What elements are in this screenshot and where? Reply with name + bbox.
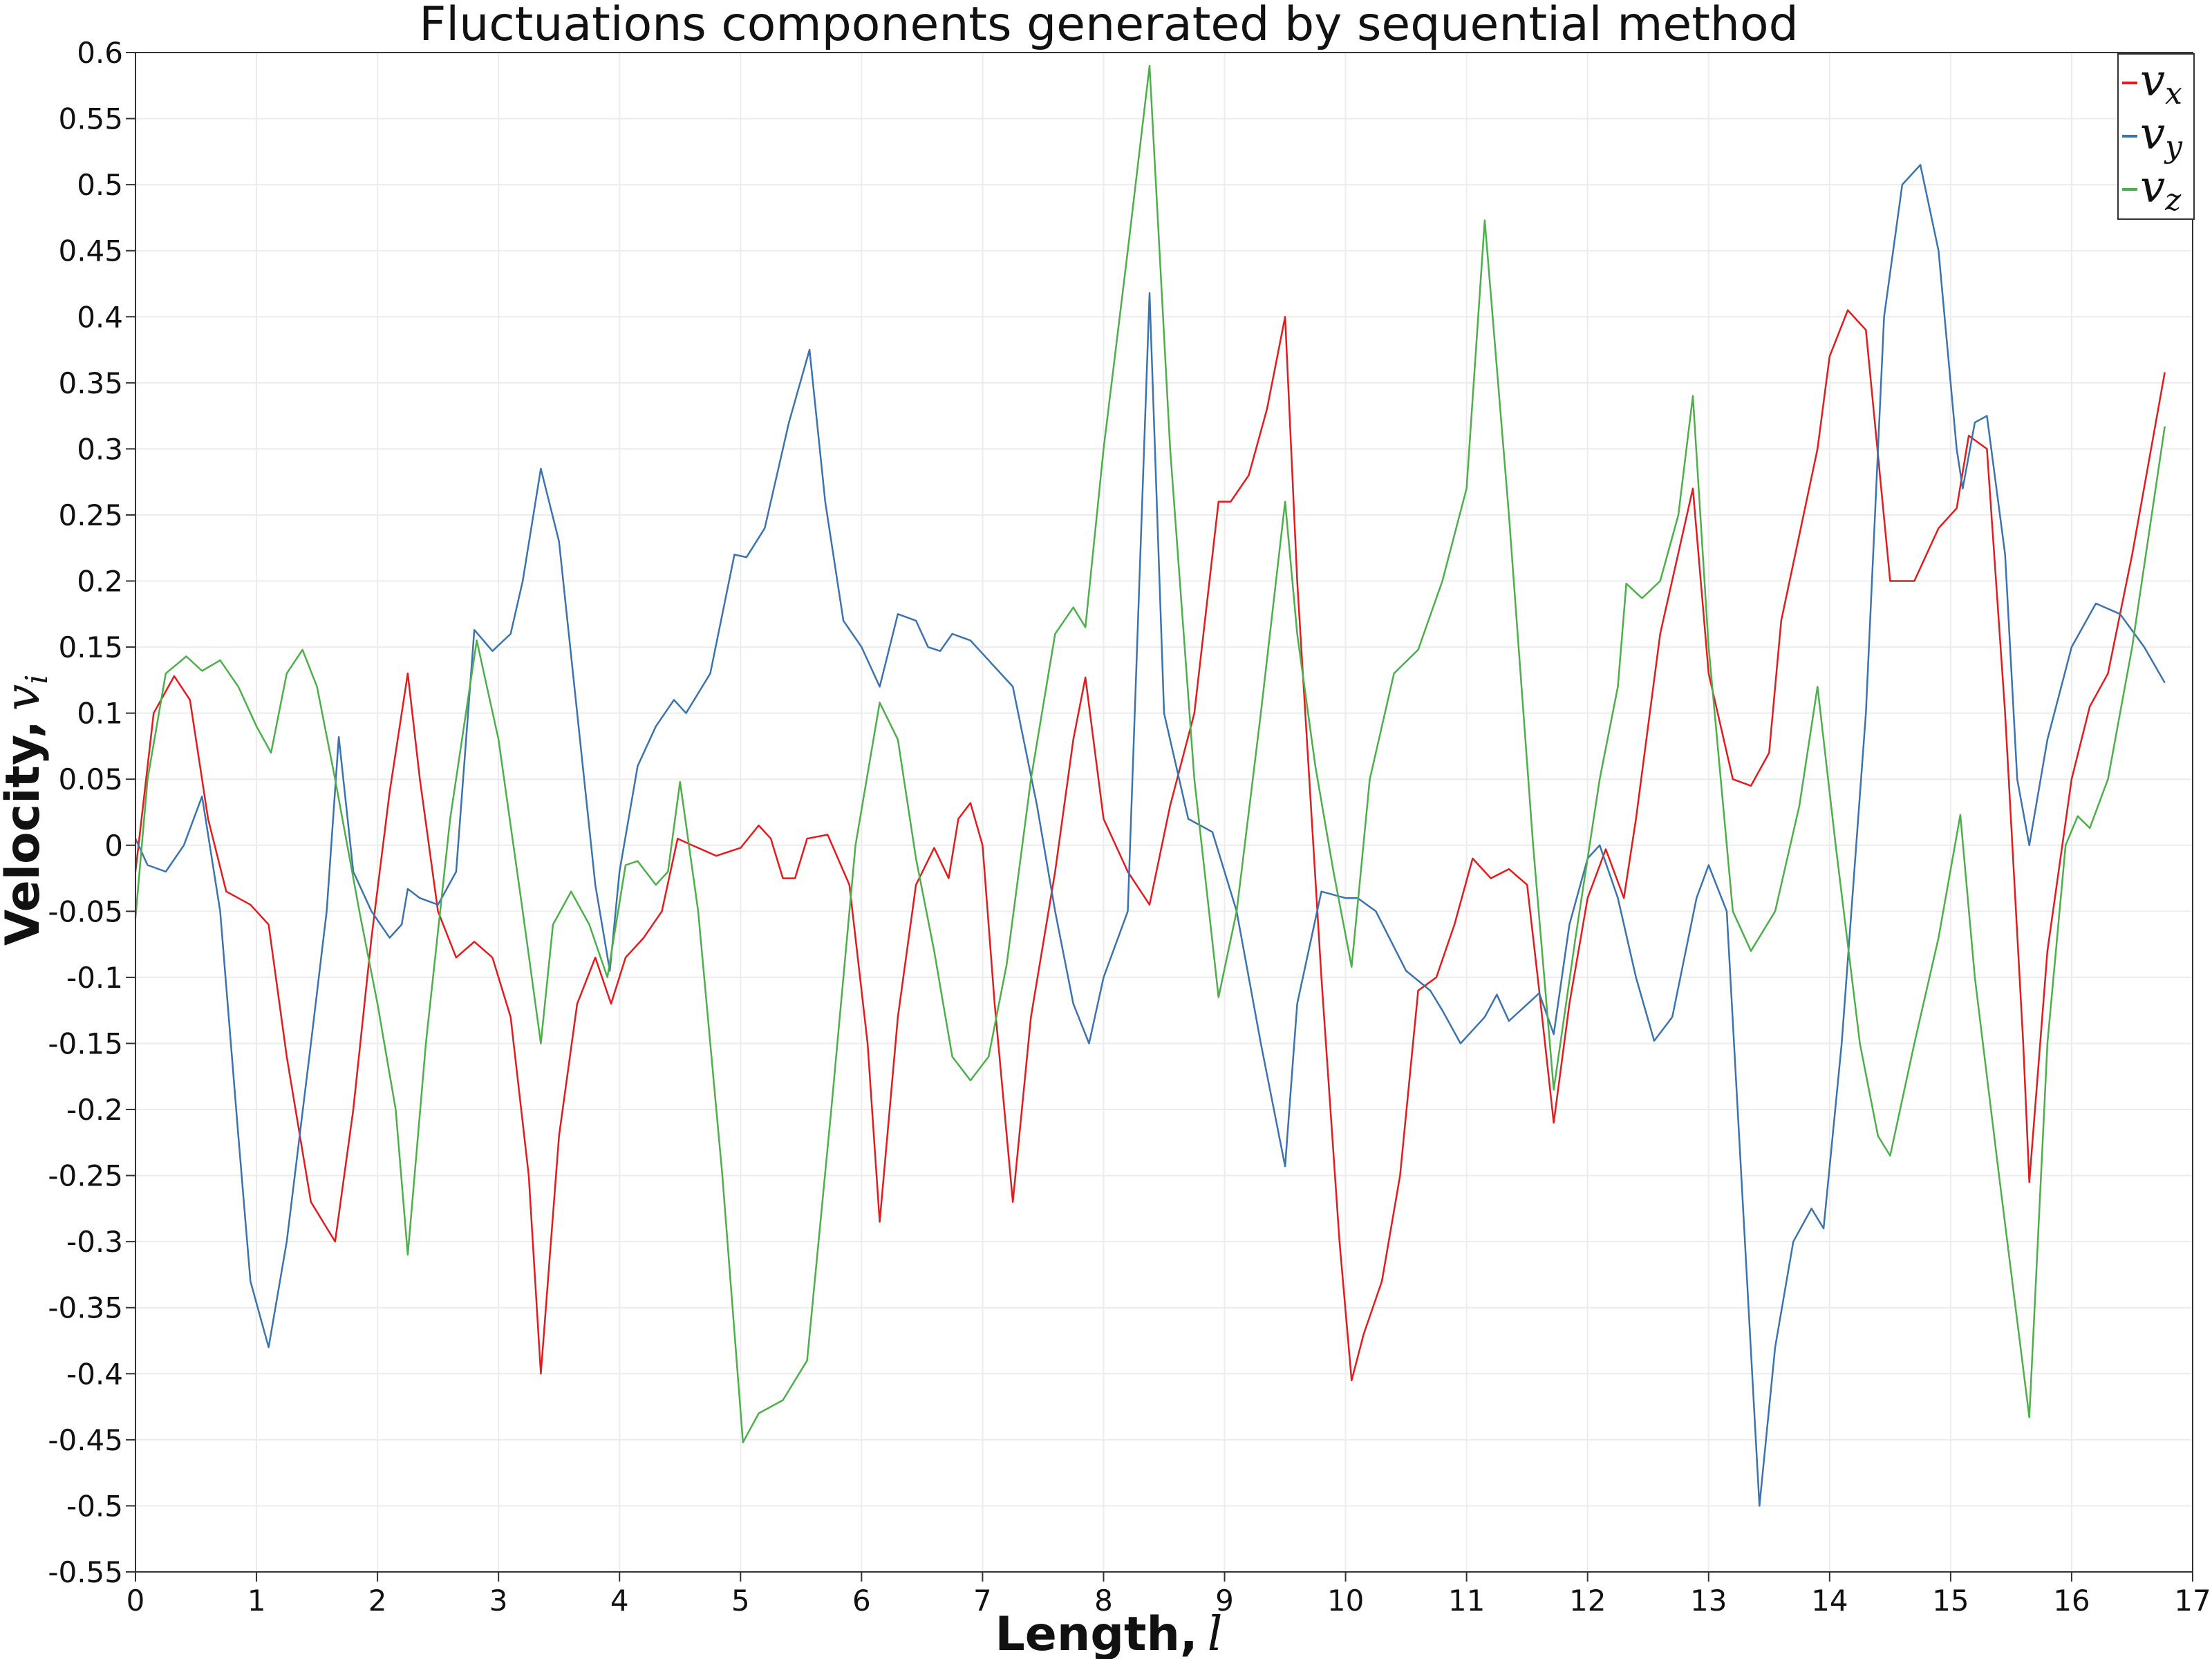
x-tick-label: 3 — [489, 1584, 508, 1618]
y-tick-label: -0.3 — [66, 1225, 123, 1259]
y-tick-label: -0.1 — [66, 961, 123, 995]
y-axis-title-text: Velocity, — [0, 720, 50, 946]
y-tick-label: -0.05 — [48, 894, 123, 928]
x-tick-label: 12 — [1569, 1584, 1606, 1618]
series-line-y — [134, 164, 2166, 1507]
y-tick-label: 0.35 — [58, 366, 123, 400]
y-tick-label: 0.05 — [58, 762, 123, 796]
y-tick-label: 0.15 — [58, 630, 123, 664]
plot-frame — [135, 52, 2193, 1573]
x-axis-title-text: Length, — [995, 1607, 1197, 1659]
y-tick-label: -0.35 — [48, 1291, 123, 1325]
y-tick-label: 0.2 — [77, 565, 123, 599]
grid-lines — [135, 52, 2193, 1573]
x-tick-label: 7 — [973, 1584, 992, 1618]
axes: 0 1 2 3 4 5 6 7 8 9 10 11 12 13 14 15 16 17-0.55-0.5-0.45… — [48, 36, 2211, 1618]
y-tick-label: 0 — [104, 829, 123, 863]
x-tick-label: 16 — [2053, 1584, 2090, 1618]
y-tick-label: 0.6 — [77, 36, 123, 70]
series-line-x — [134, 309, 2166, 1382]
series-line-z — [134, 64, 2166, 1443]
x-tick-label: 10 — [1327, 1584, 1364, 1618]
series-group — [134, 64, 2166, 1507]
y-tick-label: -0.55 — [48, 1555, 123, 1589]
y-tick-label: 0.4 — [77, 300, 123, 334]
y-tick-label: -0.15 — [48, 1027, 123, 1060]
y-tick-label: -0.2 — [66, 1093, 123, 1127]
x-tick-label: 1 — [247, 1584, 266, 1618]
x-tick-label: 6 — [852, 1584, 871, 1618]
y-tick-label: -0.4 — [66, 1357, 123, 1391]
y-tick-label: 0.1 — [77, 697, 123, 731]
x-tick-label: 2 — [368, 1584, 387, 1618]
chart-title: Fluctuations components generated by seq… — [419, 0, 1799, 52]
x-tick-label: 14 — [1811, 1584, 1848, 1618]
x-tick-label: 8 — [1094, 1584, 1113, 1618]
x-axis-title: Length, l — [995, 1607, 1222, 1659]
y-axis-title-subscript: i — [19, 675, 55, 684]
y-axis-title: Velocity, vi — [0, 675, 55, 946]
x-tick-label: 17 — [2174, 1584, 2211, 1618]
legend-label-z: vz — [2140, 162, 2182, 218]
x-tick-label: 11 — [1448, 1584, 1485, 1618]
x-tick-label: 9 — [1215, 1584, 1234, 1618]
y-tick-label: -0.25 — [48, 1159, 123, 1193]
y-axis-title-symbol: v — [0, 684, 50, 711]
x-tick-label: 13 — [1690, 1584, 1727, 1618]
x-tick-label: 5 — [731, 1584, 750, 1618]
y-tick-label: -0.5 — [66, 1489, 123, 1523]
x-tick-label: 15 — [1932, 1584, 1969, 1618]
x-tick-label: 4 — [610, 1584, 629, 1618]
y-tick-label: 0.3 — [77, 432, 123, 466]
y-tick-label: -0.45 — [48, 1423, 123, 1457]
legend-label-y: vy — [2140, 109, 2183, 165]
x-tick-label: 0 — [126, 1584, 145, 1618]
x-axis-title-symbol: l — [1208, 1607, 1223, 1659]
y-tick-label: 0.45 — [58, 234, 123, 268]
y-tick-label: 0.5 — [77, 168, 123, 202]
legend-label-x: vx — [2140, 55, 2182, 111]
y-tick-label: 0.25 — [58, 498, 123, 532]
y-tick-label: 0.55 — [58, 102, 123, 136]
